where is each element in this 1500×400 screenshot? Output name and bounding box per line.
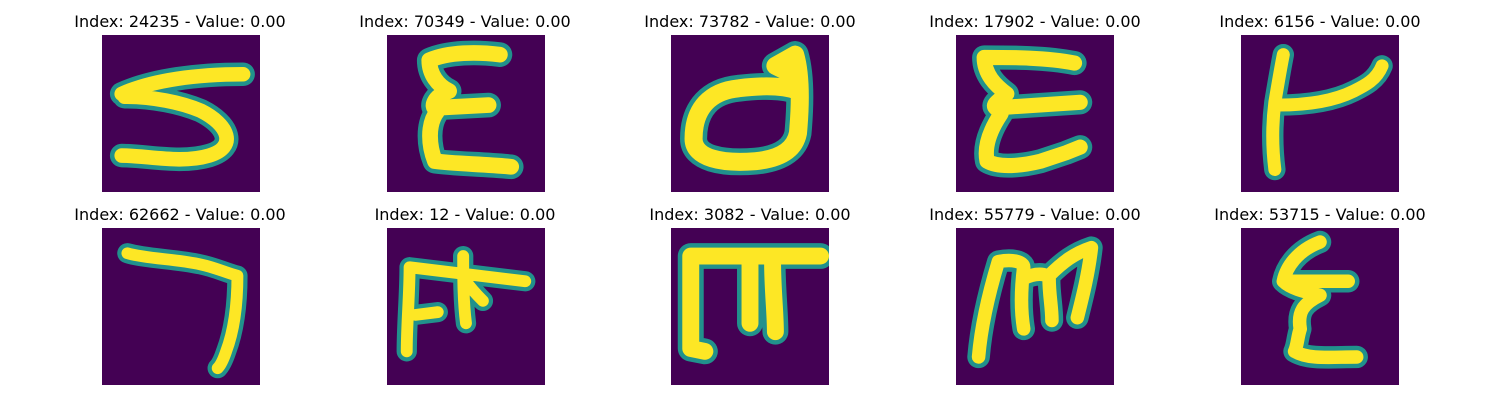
panel-9: Index: 55779 - Value: 0.00 xyxy=(885,193,1185,386)
panel-1: Index: 24235 - Value: 0.00 xyxy=(30,0,330,193)
panel-title: Index: 12 - Value: 0.00 xyxy=(374,205,556,224)
panel-10: Index: 53715 - Value: 0.00 xyxy=(1170,193,1470,386)
panel-6: Index: 62662 - Value: 0.00 xyxy=(30,193,330,386)
digit-image xyxy=(102,228,260,385)
panel-title: Index: 70349 - Value: 0.00 xyxy=(359,12,571,31)
digit-image xyxy=(387,228,545,385)
panel-title: Index: 53715 - Value: 0.00 xyxy=(1214,205,1426,224)
panel-title: Index: 6156 - Value: 0.00 xyxy=(1219,12,1421,31)
panel-title: Index: 73782 - Value: 0.00 xyxy=(644,12,856,31)
panel-4: Index: 17902 - Value: 0.00 xyxy=(885,0,1185,193)
panel-5: Index: 6156 - Value: 0.00 xyxy=(1170,0,1470,193)
panel-title: Index: 24235 - Value: 0.00 xyxy=(74,12,286,31)
digit-image xyxy=(1241,228,1399,385)
digit-image xyxy=(1241,35,1399,192)
panel-title: Index: 62662 - Value: 0.00 xyxy=(74,205,286,224)
panel-8: Index: 3082 - Value: 0.00 xyxy=(600,193,900,386)
panel-title: Index: 55779 - Value: 0.00 xyxy=(929,205,1141,224)
digit-image xyxy=(102,35,260,192)
digit-image xyxy=(956,35,1114,192)
panel-title: Index: 3082 - Value: 0.00 xyxy=(649,205,851,224)
digit-image xyxy=(387,35,545,192)
digit-image xyxy=(956,228,1114,385)
digit-image xyxy=(671,35,829,192)
panel-title: Index: 17902 - Value: 0.00 xyxy=(929,12,1141,31)
digit-image xyxy=(671,228,829,385)
panel-3: Index: 73782 - Value: 0.00 xyxy=(600,0,900,193)
panel-2: Index: 70349 - Value: 0.00 xyxy=(315,0,615,193)
panel-7: Index: 12 - Value: 0.00 xyxy=(315,193,615,386)
